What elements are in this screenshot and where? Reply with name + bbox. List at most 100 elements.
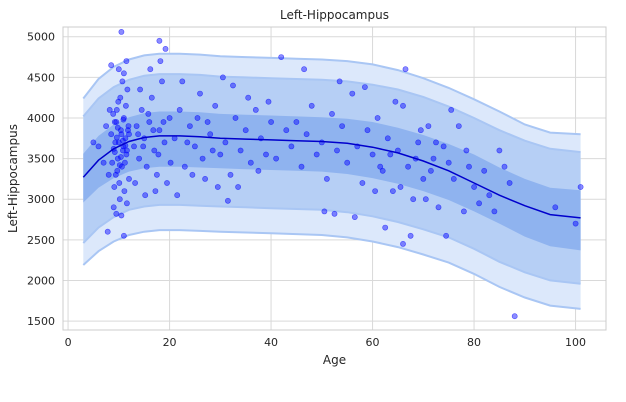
data-point	[123, 58, 130, 64]
data-point	[111, 149, 118, 155]
data-point	[114, 167, 121, 174]
data-point	[415, 139, 422, 146]
data-point	[577, 184, 584, 190]
plot-frame	[62, 26, 607, 331]
data-point	[417, 127, 424, 134]
data-point	[407, 232, 414, 239]
data-point	[184, 139, 191, 146]
data-point	[214, 184, 221, 190]
data-point	[124, 200, 130, 207]
data-point	[572, 220, 579, 227]
data-point	[113, 134, 120, 141]
data-point	[387, 151, 394, 158]
y-tick-label: 2000	[27, 274, 55, 287]
data-point	[303, 131, 310, 138]
data-point	[113, 119, 120, 125]
data-point	[448, 107, 455, 113]
data-point	[115, 66, 122, 73]
data-point	[471, 184, 477, 190]
y-axis-title: Left-Hippocampus	[6, 124, 20, 233]
data-point	[463, 147, 470, 154]
data-point	[90, 139, 97, 146]
data-point	[293, 119, 300, 125]
data-point	[334, 147, 340, 154]
data-point	[397, 184, 404, 190]
data-point	[114, 124, 121, 131]
x-tick-label: 40	[264, 336, 278, 349]
data-point	[422, 196, 429, 203]
data-point	[298, 163, 305, 170]
data-point	[283, 127, 290, 134]
data-point	[400, 240, 406, 247]
data-point	[392, 98, 399, 105]
centile-edge-p05	[82, 203, 581, 285]
data-point	[124, 147, 130, 154]
data-point	[245, 94, 252, 101]
data-point	[217, 151, 224, 158]
data-point	[232, 115, 239, 121]
data-point	[186, 123, 193, 129]
data-point	[126, 131, 132, 138]
data-point	[344, 159, 351, 166]
data-point	[156, 37, 163, 44]
data-point	[278, 54, 285, 60]
data-point	[230, 82, 236, 89]
data-point	[329, 111, 335, 117]
data-point	[100, 159, 107, 166]
x-tick-label: 20	[163, 336, 177, 349]
data-point	[202, 175, 208, 182]
data-point	[194, 115, 201, 121]
median-curve	[82, 135, 581, 219]
data-point	[224, 197, 231, 204]
data-point	[361, 84, 368, 90]
data-point	[95, 143, 102, 150]
data-point	[369, 151, 376, 158]
y-tick-label: 4000	[27, 112, 55, 125]
data-point	[114, 155, 121, 162]
data-point	[405, 163, 411, 170]
data-point	[152, 188, 159, 194]
data-point	[113, 107, 120, 113]
data-point	[252, 107, 259, 113]
data-point	[166, 115, 173, 121]
centile-edge-p01	[82, 229, 581, 310]
data-point	[159, 78, 165, 85]
y-tick-label: 2500	[27, 234, 55, 247]
data-point	[288, 143, 295, 150]
data-point	[501, 163, 508, 170]
data-point	[122, 159, 128, 166]
data-point	[400, 102, 406, 109]
data-point	[104, 228, 111, 235]
data-point	[118, 212, 125, 219]
data-point	[460, 208, 467, 215]
data-point	[132, 180, 138, 186]
median-line	[82, 135, 581, 219]
data-point	[118, 131, 125, 138]
data-point	[263, 151, 269, 158]
data-point	[435, 204, 442, 211]
data-point	[197, 90, 203, 97]
data-point	[116, 162, 123, 168]
data-point	[377, 163, 384, 170]
centile-edge-p95	[82, 73, 581, 154]
data-point	[219, 74, 226, 81]
data-point	[143, 163, 150, 170]
data-point	[359, 180, 366, 186]
data-point	[339, 123, 345, 129]
x-tick-label: 100	[565, 336, 586, 349]
data-point	[121, 232, 127, 239]
data-point	[308, 102, 315, 109]
data-point	[364, 127, 371, 134]
data-point	[445, 159, 452, 166]
y-tick-label: 1500	[27, 315, 55, 328]
data-point	[116, 180, 123, 186]
data-point	[301, 66, 307, 73]
x-axis-title: Age	[323, 353, 346, 367]
data-point	[135, 131, 141, 138]
data-point	[430, 155, 437, 162]
data-point	[318, 139, 325, 146]
data-point	[124, 86, 131, 93]
data-point	[110, 204, 117, 211]
data-point	[204, 119, 211, 125]
data-point	[176, 107, 183, 113]
